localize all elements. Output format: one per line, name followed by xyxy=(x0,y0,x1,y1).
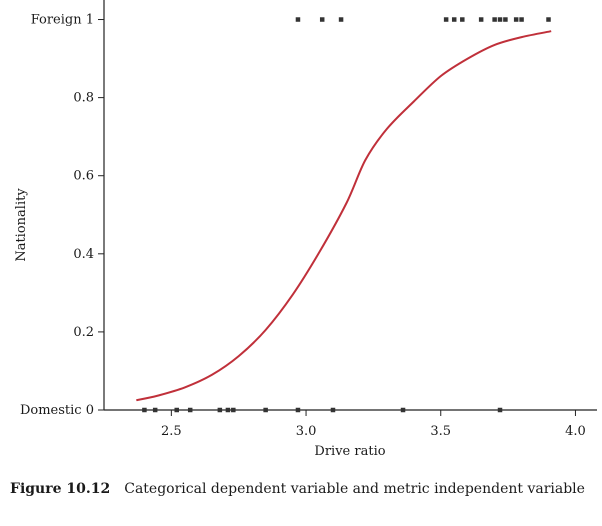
data-point-foreign xyxy=(460,17,465,22)
y-tick-label: Domestic 0 xyxy=(20,403,94,418)
data-point-foreign xyxy=(478,17,484,22)
data-point-domestic xyxy=(295,407,301,413)
data-point-foreign xyxy=(497,17,503,22)
data-point-foreign xyxy=(319,17,325,22)
data-point-foreign xyxy=(295,17,301,22)
data-point-domestic xyxy=(231,407,236,413)
data-point-domestic xyxy=(217,407,223,413)
figure-number: Figure 10.12 xyxy=(10,481,111,497)
y-tick-label: 0.8 xyxy=(73,91,94,106)
curve-layer xyxy=(136,30,552,402)
x-tick-label: 3.5 xyxy=(430,424,451,439)
data-point-foreign xyxy=(546,17,551,22)
data-point-domestic xyxy=(497,407,503,413)
data-point-foreign xyxy=(338,17,344,22)
x-tick-label: 2.5 xyxy=(161,424,182,439)
data-point-foreign xyxy=(443,17,449,22)
y-tick-label: 0.2 xyxy=(73,325,94,340)
data-point-foreign xyxy=(503,17,508,22)
y-axis-title: Nationality xyxy=(14,188,29,262)
data-points xyxy=(142,17,551,413)
y-tick-label: 0.4 xyxy=(73,247,94,262)
data-point-domestic xyxy=(330,407,336,413)
figure-caption-text: Categorical dependent variable and metri… xyxy=(124,481,585,497)
logistic-chart: Domestic 0 0.2 0.4 0.6 0.8 Foreign 1 2.5 3.0 3.5… xyxy=(14,0,597,459)
data-point-domestic xyxy=(142,407,147,413)
data-point-domestic xyxy=(225,407,231,413)
data-point-foreign xyxy=(492,17,497,22)
x-tick-label: 3.0 xyxy=(296,424,317,439)
figure-caption: Figure 10.12 Categorical dependent variab… xyxy=(10,480,590,499)
y-tick-label: 0.6 xyxy=(73,169,94,184)
logistic-curve xyxy=(136,30,552,402)
x-axis-title: Drive ratio xyxy=(314,444,385,459)
data-point-domestic xyxy=(400,407,406,413)
data-point-domestic xyxy=(263,407,268,413)
data-point-foreign xyxy=(451,17,457,22)
data-point-foreign xyxy=(519,17,524,22)
data-point-domestic xyxy=(187,407,193,413)
data-point-foreign xyxy=(513,17,519,22)
chart-axes xyxy=(103,0,597,411)
chart-ticks: Domestic 0 0.2 0.4 0.6 0.8 Foreign 1 2.5 3.0 3.5… xyxy=(20,13,586,439)
x-tick-label: 4.0 xyxy=(565,424,586,439)
y-tick-label: Foreign 1 xyxy=(31,13,94,28)
data-point-domestic xyxy=(152,407,158,413)
data-point-domestic xyxy=(174,407,179,413)
